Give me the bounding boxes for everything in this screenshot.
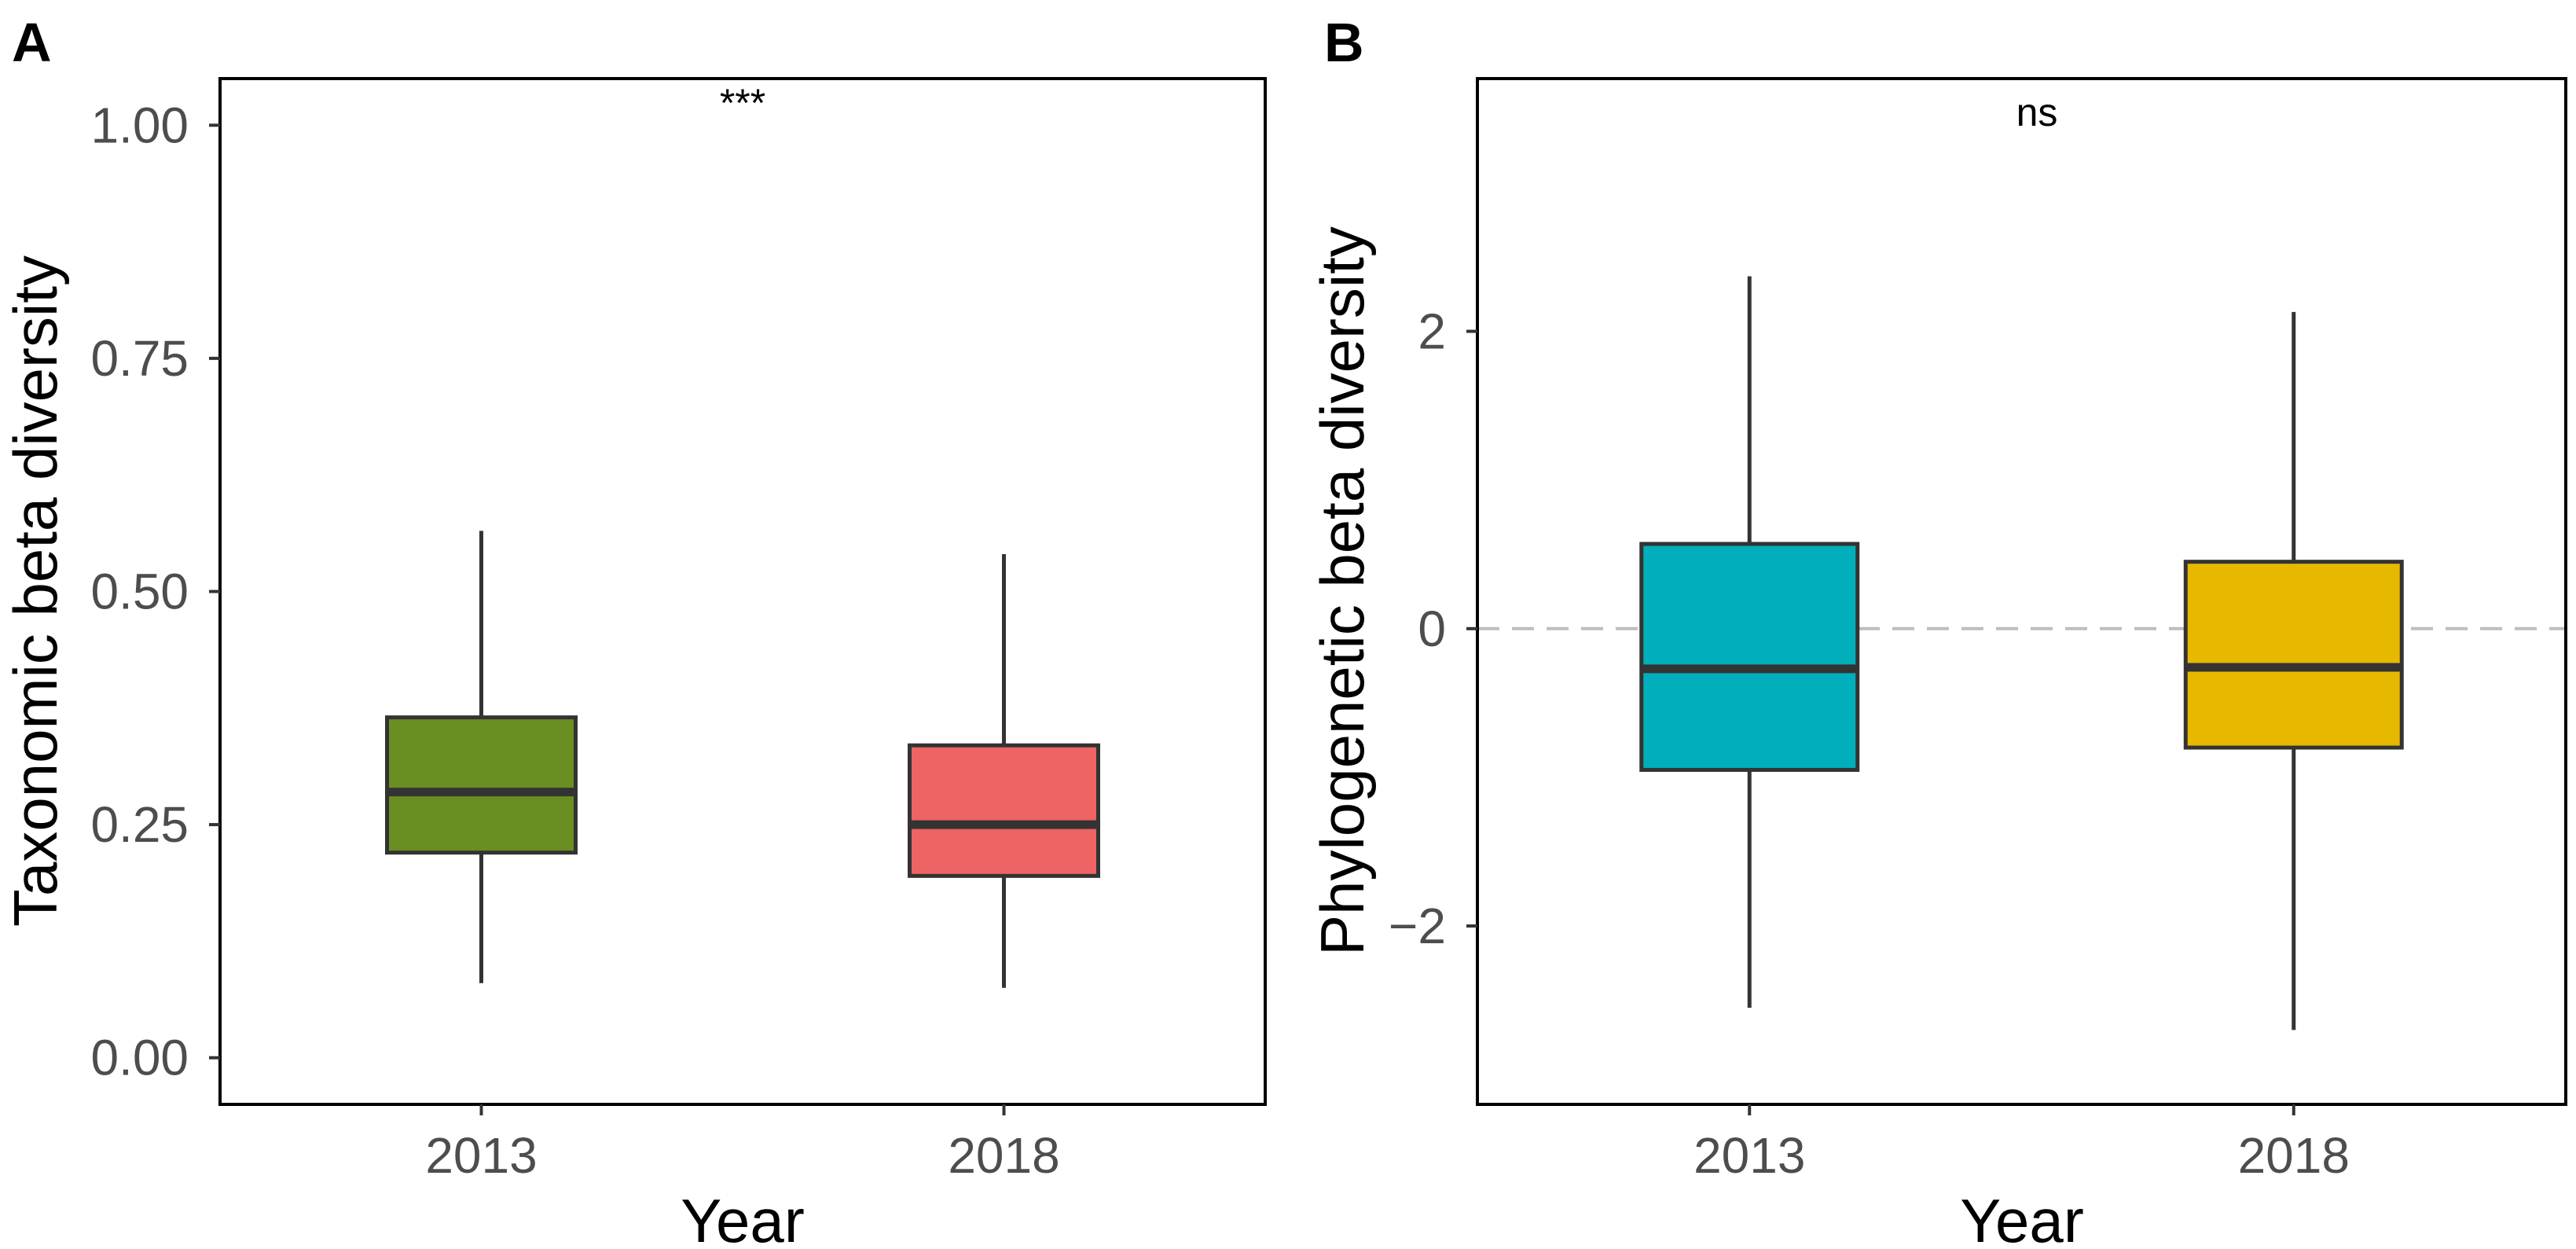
panel-b-x-ticks: 2013 2018 [1693, 1104, 2350, 1184]
x-tick-label: 2013 [425, 1127, 537, 1184]
panel-a-boxes [385, 531, 1100, 988]
x-tick-label: 2018 [2238, 1127, 2350, 1184]
panel-b-y-title: Phylogenetic beta diversity [1308, 226, 1377, 956]
panel-b-label: B [1324, 12, 1364, 73]
panel-b: B −2 0 2 2013 2018 ns Year Phylogenetic bet… [1308, 12, 2567, 1249]
y-tick-label: 0.75 [90, 330, 189, 387]
panel-a-significance: *** [720, 81, 765, 125]
y-tick-label: 1.00 [90, 97, 189, 153]
panel-a-border [218, 77, 1267, 1106]
panel-b-y-ticks: −2 0 2 [1389, 303, 1477, 954]
box-2018 [2183, 560, 2404, 750]
y-tick-label: 2 [1418, 303, 1446, 360]
x-tick-label: 2018 [948, 1127, 1059, 1184]
panel-a: A 0.00 0.25 0.50 0.75 1.00 2013 2018 *** Year… [1, 12, 1267, 1249]
panel-b-significance: ns [2016, 90, 2058, 134]
panel-b-boxes [1639, 276, 2404, 1030]
panel-a-x-ticks: 2013 2018 [425, 1104, 1060, 1184]
y-tick-label: −2 [1389, 898, 1446, 954]
panel-a-y-title: Taxonomic beta diversity [1, 255, 70, 927]
panel-b-x-title: Year [1960, 1186, 2084, 1249]
box-2013 [385, 715, 578, 855]
y-tick-label: 0.25 [90, 796, 189, 853]
box-2018 [908, 743, 1100, 878]
y-tick-label: 0.00 [90, 1030, 189, 1086]
box-2013 [1639, 542, 1860, 772]
panel-b-border [1476, 77, 2567, 1106]
panel-a-x-title: Year [681, 1186, 805, 1249]
panel-a-y-ticks: 0.00 0.25 0.50 0.75 1.00 [90, 97, 220, 1086]
y-tick-label: 0.50 [90, 564, 189, 620]
panel-a-label: A [12, 12, 52, 73]
x-tick-label: 2013 [1693, 1127, 1805, 1184]
y-tick-label: 0 [1418, 601, 1446, 657]
